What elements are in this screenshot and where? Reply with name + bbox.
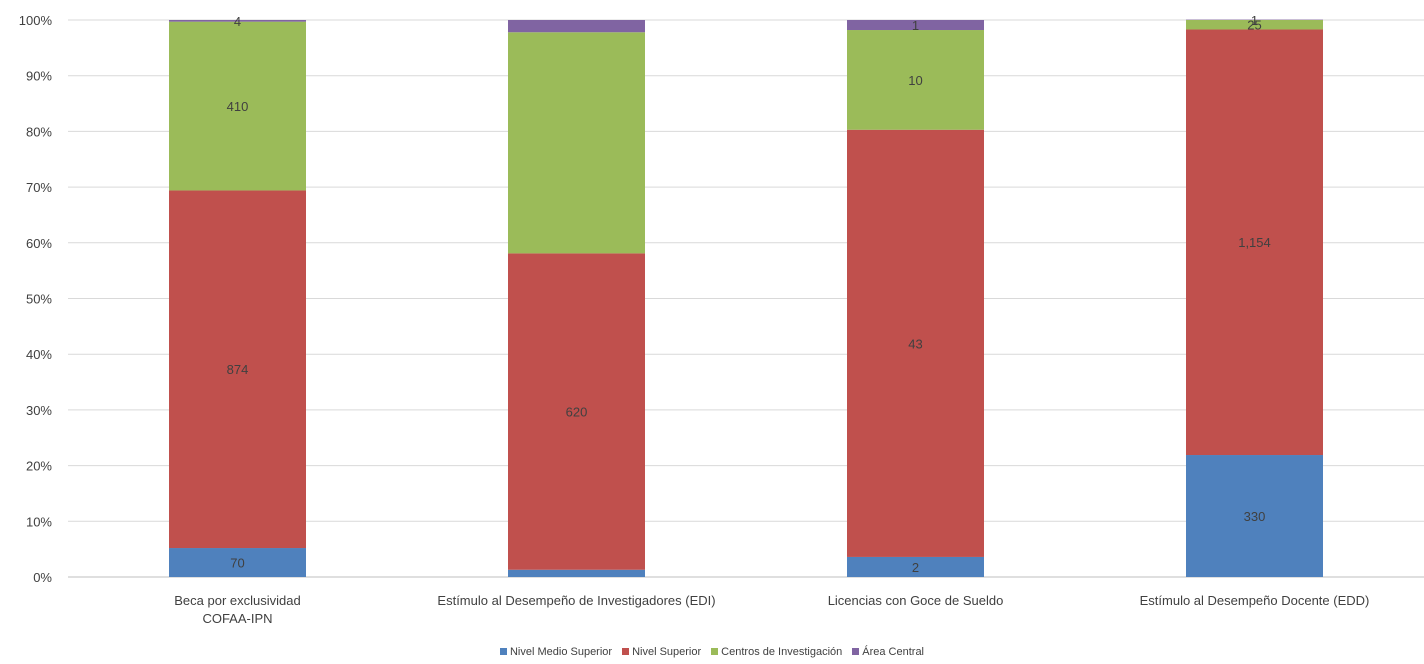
y-tick-label: 10%	[26, 514, 52, 529]
x-category-label: Estímulo al Desempeño de Investigadores …	[437, 593, 715, 608]
y-tick-label: 90%	[26, 69, 52, 84]
y-tick-label: 100%	[19, 13, 53, 28]
data-label: 70	[230, 556, 244, 571]
y-tick-label: 80%	[26, 124, 52, 139]
y-tick-label: 50%	[26, 292, 52, 307]
data-label: 25	[1247, 18, 1261, 33]
bar-segment	[508, 253, 645, 570]
bar-segment	[508, 32, 645, 254]
legend-item: Centros de Investigación	[711, 646, 842, 658]
data-label: 10	[908, 73, 922, 88]
data-label: 2	[912, 560, 919, 575]
y-tick-label: 70%	[26, 180, 52, 195]
legend-swatch	[499, 648, 507, 655]
legend-item: Área Central	[852, 646, 924, 658]
data-label: 620	[566, 405, 588, 420]
bar-segment	[847, 556, 984, 577]
bar-segment	[169, 21, 306, 191]
bar-segment	[169, 20, 306, 22]
legend-swatch	[852, 648, 860, 655]
x-category-label: COFAA-IPN	[202, 611, 272, 626]
data-label: 874	[227, 362, 249, 377]
bar-segment	[847, 129, 984, 557]
legend-swatch	[711, 648, 719, 655]
bar-segment	[847, 20, 984, 31]
y-tick-label: 30%	[26, 403, 52, 418]
data-label: 4	[234, 14, 241, 29]
data-label: 1	[1251, 13, 1258, 28]
legend-label: Nivel Medio Superior	[509, 646, 613, 658]
bar-segment	[847, 30, 984, 130]
x-category-label: Licencias con Goce de Sueldo	[828, 593, 1004, 608]
legend-item: Nivel Medio Superior	[499, 646, 613, 658]
data-label: 1,154	[1238, 235, 1271, 250]
data-label: 1	[912, 18, 919, 33]
y-tick-label: 0%	[33, 570, 52, 585]
bar-segment	[1186, 455, 1323, 577]
legend-label: Centros de Investigación	[721, 646, 843, 658]
y-tick-label: 40%	[26, 347, 52, 362]
bar-segment	[508, 569, 645, 577]
legend-label: Área Central	[862, 646, 925, 658]
legend-swatch	[622, 648, 630, 655]
legend-label: Nivel Superior	[632, 646, 702, 658]
legend: Nivel Medio Superior Nivel Superior Centro…	[0, 646, 1424, 658]
x-category-label: Estímulo al Desempeño Docente (EDD)	[1140, 593, 1370, 608]
data-label: 410	[227, 99, 249, 114]
bar-segment	[1186, 29, 1323, 456]
x-category-label: Beca por exclusividad	[174, 593, 300, 608]
bar-segment	[169, 548, 306, 577]
y-tick-label: 20%	[26, 459, 52, 474]
bar-segment	[1186, 20, 1323, 30]
stacked-bar-chart: 0% 10% 20% 30% 40% 50% 60% 70% 80% 90% 100% 70 874 4…	[19, 13, 1424, 626]
bar-segment	[169, 190, 306, 549]
x-axis-category-labels: Beca por exclusividad COFAA-IPN Estímulo a…	[174, 593, 1369, 626]
data-label: 330	[1244, 509, 1266, 524]
data-label: 43	[908, 336, 922, 351]
bar-segment	[508, 20, 645, 33]
y-axis-tick-labels: 0% 10% 20% 30% 40% 50% 60% 70% 80% 90% 100%	[19, 13, 53, 585]
y-tick-label: 60%	[26, 236, 52, 251]
legend-item: Nivel Superior	[622, 646, 701, 658]
bars	[169, 19, 1323, 577]
